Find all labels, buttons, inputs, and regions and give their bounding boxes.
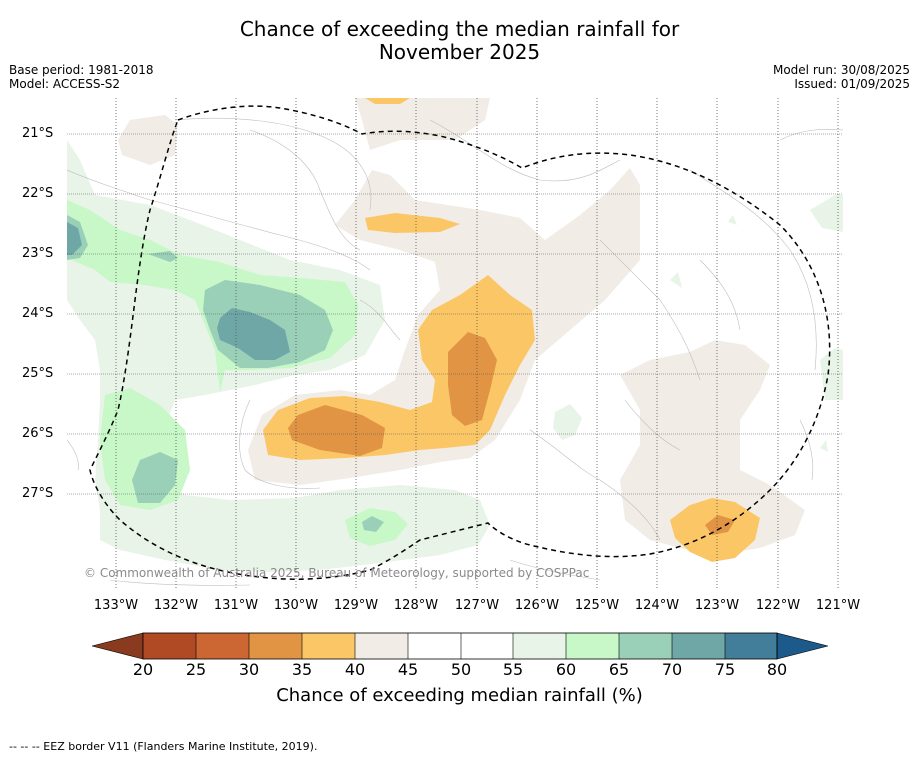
colorbar-cell xyxy=(672,633,725,659)
colorbar-tick: 55 xyxy=(502,660,524,679)
title-line-2: November 2025 xyxy=(378,40,541,64)
model-run: Model run: 30/08/2025 xyxy=(772,63,910,77)
colorbar-cell xyxy=(143,633,196,659)
colorbar-tick: 30 xyxy=(238,660,260,679)
colorbar-tick: 40 xyxy=(344,660,366,679)
longitude-gridlines xyxy=(115,98,839,590)
colorbar-cell xyxy=(196,633,249,659)
region-35-40 xyxy=(288,332,735,535)
model-name: Model: ACCESS-S2 xyxy=(9,77,121,91)
lon-label: 124°W xyxy=(634,598,680,613)
colorbar-tick: 75 xyxy=(714,660,736,679)
lon-label: 123°W xyxy=(694,598,740,613)
title-line-1: Chance of exceeding the median rainfall … xyxy=(239,17,680,41)
eez-legend-note: -- -- -- EEZ border V11 (Flanders Marine… xyxy=(9,740,318,753)
lon-label: 122°W xyxy=(755,598,801,613)
colorbar-tick: 65 xyxy=(608,660,630,679)
lat-label: 26°S xyxy=(22,426,54,441)
issued-date: Issued: 01/09/2025 xyxy=(794,77,910,91)
colorbar-tick: 45 xyxy=(397,660,419,679)
colorbar-tick: 25 xyxy=(185,660,207,679)
colorbar-arrow-low xyxy=(91,632,144,660)
lat-label: 25°S xyxy=(22,366,54,381)
map-area: © Commonwealth of Australia 2025, Bureau… xyxy=(67,98,843,590)
colorbar-cell xyxy=(461,633,513,659)
colorbar-cell xyxy=(302,633,355,659)
colorbar-tick: 20 xyxy=(132,660,154,679)
metadata-right: Model run: 30/08/2025 Issued: 01/09/2025 xyxy=(773,63,910,91)
colorbar-label: Chance of exceeding median rainfall (%) xyxy=(276,685,643,706)
lon-label: 130°W xyxy=(273,598,319,613)
colorbar-cell xyxy=(513,633,566,659)
latitude-gridlines xyxy=(67,133,843,495)
lat-label: 23°S xyxy=(22,246,54,261)
colorbar-tick: 60 xyxy=(555,660,577,679)
colorbar-tick: 80 xyxy=(766,660,788,679)
colorbar-cell xyxy=(725,633,777,659)
colorbar-cell xyxy=(408,633,461,659)
colorbar-tick: 50 xyxy=(450,660,472,679)
lat-label: 21°S xyxy=(22,126,54,141)
colorbar-tick: 35 xyxy=(291,660,313,679)
map-title: Chance of exceeding the median rainfall … xyxy=(0,18,919,64)
colorbar xyxy=(91,632,829,660)
lat-label: 27°S xyxy=(22,486,54,501)
lon-label: 132°W xyxy=(153,598,199,613)
region-70-75 xyxy=(67,222,290,360)
lon-label: 125°W xyxy=(574,598,620,613)
lon-label: 127°W xyxy=(454,598,500,613)
lat-label: 24°S xyxy=(22,306,54,321)
lon-label: 128°W xyxy=(393,598,439,613)
colorbar-cell xyxy=(249,633,302,659)
base-period: Base period: 1981-2018 xyxy=(9,63,154,77)
metadata-left: Base period: 1981-2018 Model: ACCESS-S2 xyxy=(9,63,154,91)
lon-label: 121°W xyxy=(815,598,861,613)
lat-label: 22°S xyxy=(22,186,54,201)
lon-label: 126°W xyxy=(514,598,560,613)
colorbar-cell xyxy=(619,633,672,659)
lon-label: 131°W xyxy=(213,598,259,613)
lon-label: 133°W xyxy=(93,598,139,613)
credit-text: © Commonwealth of Australia 2025, Bureau… xyxy=(84,566,589,580)
colorbar-tick: 70 xyxy=(661,660,683,679)
lon-label: 129°W xyxy=(333,598,379,613)
colorbar-cell xyxy=(566,633,619,659)
colorbar-arrow-high xyxy=(776,632,829,660)
colorbar-cell xyxy=(355,633,408,659)
